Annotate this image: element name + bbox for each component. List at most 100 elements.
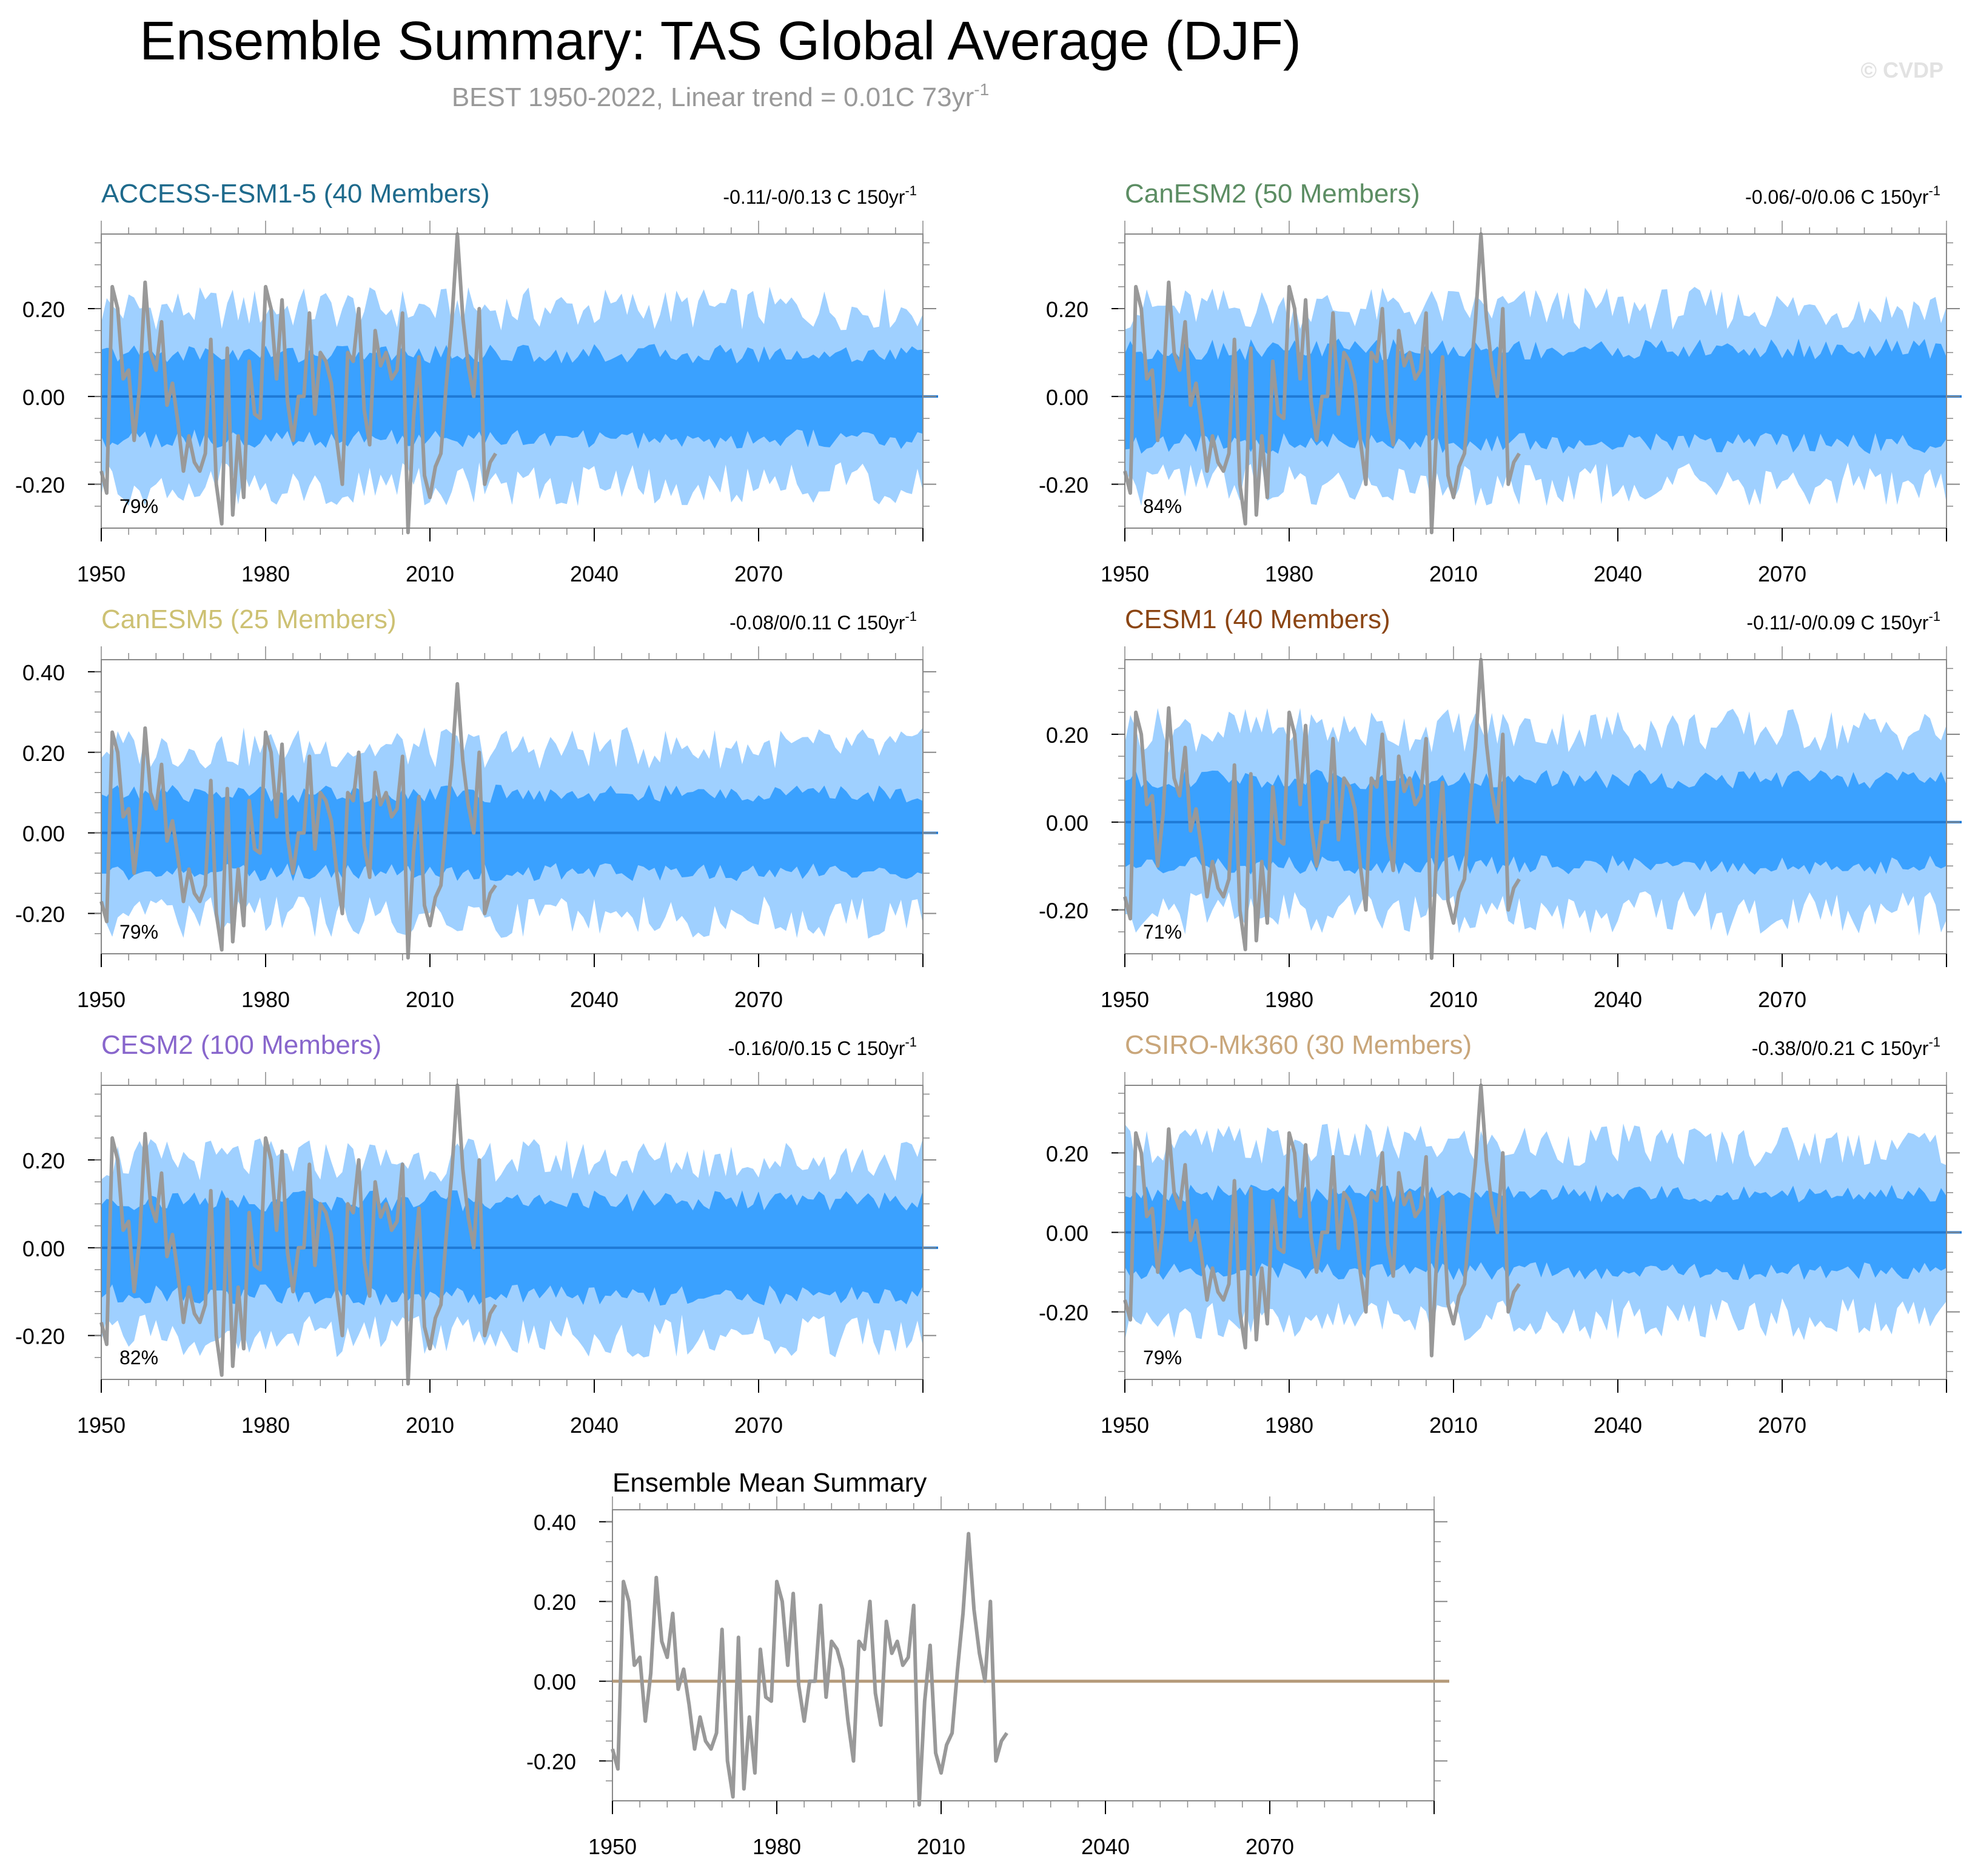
x-tick-label: 2010 [406,561,454,586]
y-tick-label: 0.20 [534,1590,576,1615]
y-tick-label: -0.20 [1039,1301,1088,1325]
panel-trend: -0.08/0/0.11 C 150yr-1 [729,609,917,634]
panel-percent: 71% [1143,921,1182,943]
trend-superscript: -1 [905,609,917,624]
x-tick-label: 2010 [917,1834,965,1859]
x-tick-label: 1980 [241,987,290,1012]
y-tick-label: 0.00 [22,385,65,410]
panels-group: -0.20 0.00 0.20 1950 1980 2010 2040 2070 ACCESS-… [15,179,1962,1438]
trend-superscript: -1 [905,1034,917,1050]
x-tick-label: 2070 [734,987,783,1012]
panel-title: CanESM5 (25 Members) [101,605,397,634]
trend-text: -0.06/-0/0.06 C 150yr [1745,186,1929,208]
y-tick-label: 0.40 [22,660,65,685]
y-tick-label: -0.20 [526,1749,576,1774]
y-tick-label: 0.00 [1046,385,1088,410]
y-tick-label: -0.20 [1039,473,1088,498]
x-tick-label: 2070 [1758,1413,1806,1438]
x-tick-label: 2010 [1429,561,1478,586]
panel-title: CSIRO-Mk360 (30 Members) [1125,1030,1472,1060]
obs-line [1123,1084,1521,1358]
obs-line [1123,658,1521,960]
x-tick-label: 1980 [241,561,290,586]
panel-trend: -0.11/-0/0.09 C 150yr-1 [1746,609,1940,634]
x-tick-label: 1980 [1265,987,1313,1012]
x-tick-label: 2040 [1594,561,1642,586]
trend-text: -0.38/0/0.21 C 150yr [1752,1037,1929,1059]
x-tick-label: 1950 [77,1413,126,1438]
x-tick-label: 1980 [753,1834,801,1859]
x-tick-label: 2040 [1081,1834,1130,1859]
x-tick-label: 1980 [1265,1413,1313,1438]
x-tick-label: 1980 [241,1413,290,1438]
x-tick-label: 2010 [406,987,454,1012]
panel-percent: 82% [119,1347,158,1368]
ensemble-mean-panel: -0.20 0.00 0.20 0.40 1950 1980 2010 2040 2070 Ens… [526,1468,1449,1859]
trend-text: -0.11/-0/0.09 C 150yr [1746,612,1928,634]
panel-trend: -0.11/-0/0.13 C 150yr-1 [723,183,917,208]
trend-superscript: -1 [1928,1034,1940,1050]
subtitle-text: BEST 1950-2022, Linear trend = 0.01C 73y… [452,82,974,112]
y-tick-label: 0.40 [534,1510,576,1535]
panel-canesm2: -0.20 0.00 0.20 1950 1980 2010 2040 2070 CanESM2… [1039,179,1962,586]
y-tick-label: 0.20 [22,297,65,322]
obs-line [1123,232,1521,535]
y-tick-label: 0.20 [1046,297,1088,322]
x-tick-label: 2040 [1594,987,1642,1012]
x-tick-label: 1950 [1101,987,1149,1012]
x-tick-label: 1980 [1265,561,1313,586]
panel-canesm5: -0.20 0.00 0.20 0.40 1950 1980 2010 2040 2070 Can… [15,605,938,1012]
watermark: © CVDP [1860,58,1943,82]
x-tick-label: 2070 [1246,1834,1294,1859]
x-tick-label: 2070 [734,1413,783,1438]
y-tick-label: 0.00 [1046,1221,1088,1246]
x-tick-label: 2040 [570,987,619,1012]
x-tick-label: 1950 [77,561,126,586]
panel-title: CESM1 (40 Members) [1125,605,1390,634]
panel-title: ACCESS-ESM1-5 (40 Members) [101,179,490,209]
obs-line [99,1084,497,1386]
y-tick-label: 0.00 [1046,811,1088,836]
y-tick-label: -0.20 [15,1324,65,1349]
trend-superscript: -1 [1928,609,1940,624]
trend-text: -0.16/0/0.15 C 150yr [728,1037,905,1059]
panel-cesm2: -0.20 0.00 0.20 1950 1980 2010 2040 2070 CESM2 (… [15,1030,938,1438]
x-tick-label: 1950 [77,987,126,1012]
x-tick-label: 2070 [1758,987,1806,1012]
y-tick-label: 0.00 [22,1236,65,1261]
panel-trend: -0.06/-0/0.06 C 150yr-1 [1745,183,1940,208]
trend-text: -0.11/-0/0.13 C 150yr [723,186,905,208]
subtitle-superscript: -1 [974,80,989,99]
obs-line [99,232,497,535]
x-tick-label: 1950 [588,1834,637,1859]
y-tick-label: -0.20 [15,473,65,498]
x-tick-label: 2040 [570,1413,619,1438]
panel-percent: 79% [119,921,158,943]
y-tick-label: 0.20 [22,741,65,766]
y-tick-label: 0.20 [1046,1141,1088,1166]
obs-line [611,1532,1008,1807]
y-tick-label: 0.20 [22,1148,65,1173]
figure-subtitle: BEST 1950-2022, Linear trend = 0.01C 73y… [452,80,989,112]
y-tick-label: 0.20 [1046,723,1088,748]
x-tick-label: 2070 [734,561,783,586]
panel-csiro-mk360: -0.20 0.00 0.20 1950 1980 2010 2040 2070 CSIRO-M… [1039,1030,1962,1438]
y-tick-label: -0.20 [15,902,65,927]
panel-trend: -0.16/0/0.15 C 150yr-1 [728,1034,917,1059]
panel-percent: 84% [1143,495,1182,517]
ensemble-mean-title: Ensemble Mean Summary [612,1468,927,1498]
x-tick-label: 2010 [406,1413,454,1438]
panel-title: CanESM2 (50 Members) [1125,179,1420,209]
panel-percent: 79% [1143,1347,1182,1368]
trend-superscript: -1 [905,183,917,198]
panel-cesm1: -0.20 0.00 0.20 1950 1980 2010 2040 2070 CESM1 (… [1039,605,1962,1012]
y-tick-label: -0.20 [1039,899,1088,923]
panel-percent: 79% [119,495,158,517]
x-tick-label: 2070 [1758,561,1806,586]
trend-superscript: -1 [1928,183,1940,198]
panel-title: CESM2 (100 Members) [101,1030,381,1060]
x-tick-label: 2010 [1429,1413,1478,1438]
x-tick-label: 2040 [1594,1413,1642,1438]
x-tick-label: 1950 [1101,561,1149,586]
